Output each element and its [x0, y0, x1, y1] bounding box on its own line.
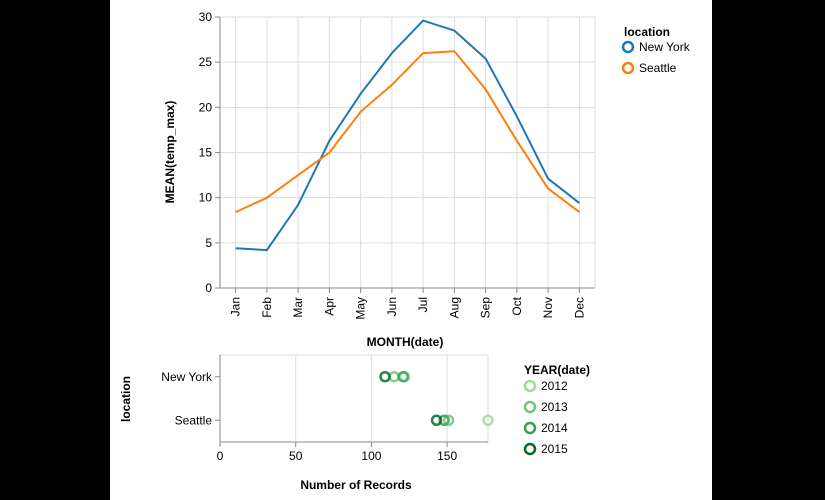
x-tick-label: Dec	[572, 297, 586, 318]
x-tick-label: 150	[437, 449, 457, 463]
dot-chart-plot-frame	[219, 354, 489, 443]
legend-label: New York	[639, 40, 691, 54]
x-tick-label: Feb	[260, 297, 274, 318]
x-tick-label: 50	[289, 449, 303, 463]
y-tick-label: 0	[205, 281, 212, 295]
legend-symbol-2014	[523, 421, 537, 435]
data-point-2013	[388, 371, 400, 383]
x-tick-label: Apr	[322, 297, 336, 316]
data-point-2015	[430, 414, 443, 426]
x-tick-label: 0	[217, 449, 224, 463]
y-tick-label: 15	[199, 146, 213, 160]
line-chart-lines	[235, 19, 581, 252]
data-point-2012	[482, 414, 494, 426]
dot-legend-title: YEAR(date)	[524, 363, 590, 377]
x-tick-label: Mar	[291, 297, 305, 318]
legend-label: 2012	[541, 379, 568, 393]
y-tick-label: 5	[205, 236, 212, 250]
y-tick-label: 25	[199, 55, 213, 69]
legend-label: 2014	[541, 421, 568, 435]
legend-symbol-new-york	[621, 40, 635, 54]
line-chart-legend: location New York Seattle	[621, 25, 691, 75]
x-tick-label: Oct	[510, 296, 524, 315]
data-point-2013	[442, 414, 455, 426]
dot-chart-x-axis-title: Number of Records	[300, 478, 412, 492]
dot-chart-points	[379, 371, 494, 426]
legend-label: 2015	[541, 442, 568, 456]
x-tick-label: Jan	[229, 297, 243, 316]
x-tick-label: Sep	[479, 297, 493, 319]
x-tick-label: 100	[361, 449, 381, 463]
line-chart-grid	[219, 16, 596, 289]
y-tick-label: Seattle	[175, 413, 213, 427]
legend-label: 2013	[541, 400, 568, 414]
line-legend-title: location	[624, 25, 670, 39]
dot-chart-axes: 0 50 100 150 New York Seattle	[161, 355, 488, 463]
y-tick-label: 10	[199, 191, 213, 205]
line-chart-y-axis-title: MEAN(temp_max)	[163, 101, 177, 204]
data-point-2015	[379, 371, 391, 383]
legend-label: Seattle	[639, 61, 677, 75]
y-tick-label: New York	[161, 370, 213, 384]
line-chart-x-axis-title: MONTH(date)	[367, 335, 444, 349]
series-line-seattle	[235, 50, 581, 214]
data-point-2014	[397, 371, 409, 383]
x-tick-label: May	[354, 297, 368, 320]
x-tick-label: Aug	[447, 297, 461, 318]
legend-symbol-2015	[523, 442, 537, 456]
line-chart-axes: 0 5 10 15 20 25 30 Jan Feb Mar Apr May Jun Jul Aug Sep O…	[199, 10, 595, 320]
series-line-new-york	[235, 19, 581, 252]
legend-symbol-2012	[523, 379, 537, 393]
dot-chart-grid	[219, 354, 489, 443]
x-tick-label: Nov	[541, 297, 555, 318]
dot-chart-legend: YEAR(date) 2012 2013 2014 2015	[523, 363, 590, 456]
x-tick-label: Jun	[385, 297, 399, 316]
data-point-2014	[438, 414, 450, 426]
chart-canvas: 0 5 10 15 20 25 30 Jan Feb Mar Apr May Jun Jul Aug Sep O…	[119, 10, 691, 492]
chart-panel: 0 5 10 15 20 25 30 Jan Feb Mar Apr May Jun Jul Aug Sep O…	[110, 0, 712, 500]
dot-chart: 0 50 100 150 New York Seattle Number of Recor…	[119, 354, 590, 492]
line-chart: 0 5 10 15 20 25 30 Jan Feb Mar Apr May Jun Jul Aug Sep O…	[163, 10, 691, 349]
y-tick-label: 20	[199, 100, 213, 114]
legend-symbol-seattle	[621, 61, 635, 75]
legend-symbol-2013	[523, 400, 537, 414]
x-tick-label: Jul	[416, 297, 430, 312]
dot-chart-y-axis-title: location	[119, 376, 133, 422]
y-tick-label: 30	[199, 10, 213, 24]
